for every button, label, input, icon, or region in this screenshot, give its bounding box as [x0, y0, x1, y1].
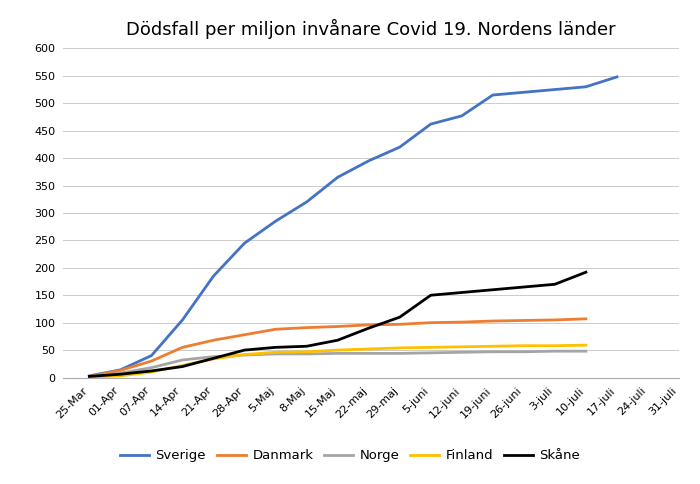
Danmark — [333, 324, 342, 330]
Danmark — [209, 337, 218, 343]
Finland — [426, 345, 435, 350]
Skåne — [178, 363, 187, 369]
Sverige — [551, 87, 559, 92]
Legend: Sverige, Danmark, Norge, Finland, Skåne: Sverige, Danmark, Norge, Finland, Skåne — [115, 444, 585, 468]
Norge — [116, 370, 125, 376]
Skåne — [147, 368, 155, 374]
Danmark — [395, 321, 404, 327]
Danmark — [147, 358, 155, 364]
Finland — [333, 347, 342, 353]
Danmark — [85, 374, 94, 379]
Sverige — [333, 174, 342, 180]
Sverige — [240, 240, 248, 246]
Finland — [302, 349, 311, 355]
Danmark — [582, 316, 590, 322]
Norge — [209, 354, 218, 360]
Line: Norge: Norge — [90, 351, 586, 377]
Danmark — [178, 345, 187, 350]
Skåne — [85, 374, 94, 379]
Norge — [582, 348, 590, 354]
Norge — [178, 357, 187, 363]
Danmark — [272, 326, 280, 332]
Finland — [85, 374, 94, 380]
Skåne — [458, 289, 466, 295]
Norge — [365, 350, 373, 356]
Skåne — [116, 371, 125, 377]
Finland — [209, 356, 218, 362]
Sverige — [519, 90, 528, 95]
Skåne — [240, 347, 248, 353]
Skåne — [551, 281, 559, 287]
Norge — [272, 351, 280, 357]
Sverige — [395, 144, 404, 150]
Norge — [302, 351, 311, 357]
Finland — [272, 349, 280, 355]
Skåne — [582, 269, 590, 275]
Finland — [178, 363, 187, 368]
Skåne — [519, 284, 528, 290]
Skåne — [395, 314, 404, 320]
Finland — [551, 343, 559, 348]
Danmark — [519, 318, 528, 323]
Danmark — [489, 318, 497, 324]
Sverige — [458, 113, 466, 119]
Norge — [240, 352, 248, 358]
Sverige — [209, 273, 218, 279]
Norge — [85, 374, 94, 380]
Danmark — [458, 319, 466, 325]
Finland — [395, 345, 404, 351]
Sverige — [116, 367, 125, 373]
Finland — [116, 373, 125, 379]
Skåne — [426, 292, 435, 298]
Sverige — [612, 74, 621, 80]
Finland — [365, 346, 373, 352]
Skåne — [272, 345, 280, 350]
Norge — [489, 349, 497, 355]
Finland — [582, 342, 590, 348]
Norge — [426, 350, 435, 356]
Skåne — [333, 337, 342, 343]
Sverige — [489, 92, 497, 98]
Danmark — [426, 320, 435, 326]
Norge — [458, 349, 466, 355]
Danmark — [365, 322, 373, 328]
Skåne — [209, 355, 218, 361]
Sverige — [365, 158, 373, 164]
Line: Sverige: Sverige — [90, 77, 617, 376]
Finland — [519, 343, 528, 348]
Norge — [395, 350, 404, 356]
Title: Dödsfall per miljon invånare Covid 19. Nordens länder: Dödsfall per miljon invånare Covid 19. N… — [126, 18, 616, 39]
Sverige — [302, 199, 311, 205]
Sverige — [178, 317, 187, 323]
Danmark — [240, 332, 248, 338]
Line: Skåne: Skåne — [90, 272, 586, 377]
Skåne — [302, 343, 311, 349]
Line: Danmark: Danmark — [90, 319, 586, 377]
Sverige — [426, 121, 435, 127]
Sverige — [272, 218, 280, 224]
Finland — [147, 369, 155, 375]
Sverige — [85, 373, 94, 379]
Sverige — [147, 353, 155, 359]
Norge — [519, 349, 528, 355]
Skåne — [365, 325, 373, 331]
Norge — [551, 348, 559, 354]
Skåne — [489, 287, 497, 293]
Line: Finland: Finland — [90, 345, 586, 377]
Norge — [333, 350, 342, 356]
Danmark — [302, 325, 311, 331]
Finland — [458, 344, 466, 350]
Danmark — [116, 367, 125, 373]
Finland — [240, 351, 248, 357]
Sverige — [582, 84, 590, 90]
Danmark — [551, 317, 559, 323]
Norge — [147, 365, 155, 371]
Finland — [489, 343, 497, 349]
